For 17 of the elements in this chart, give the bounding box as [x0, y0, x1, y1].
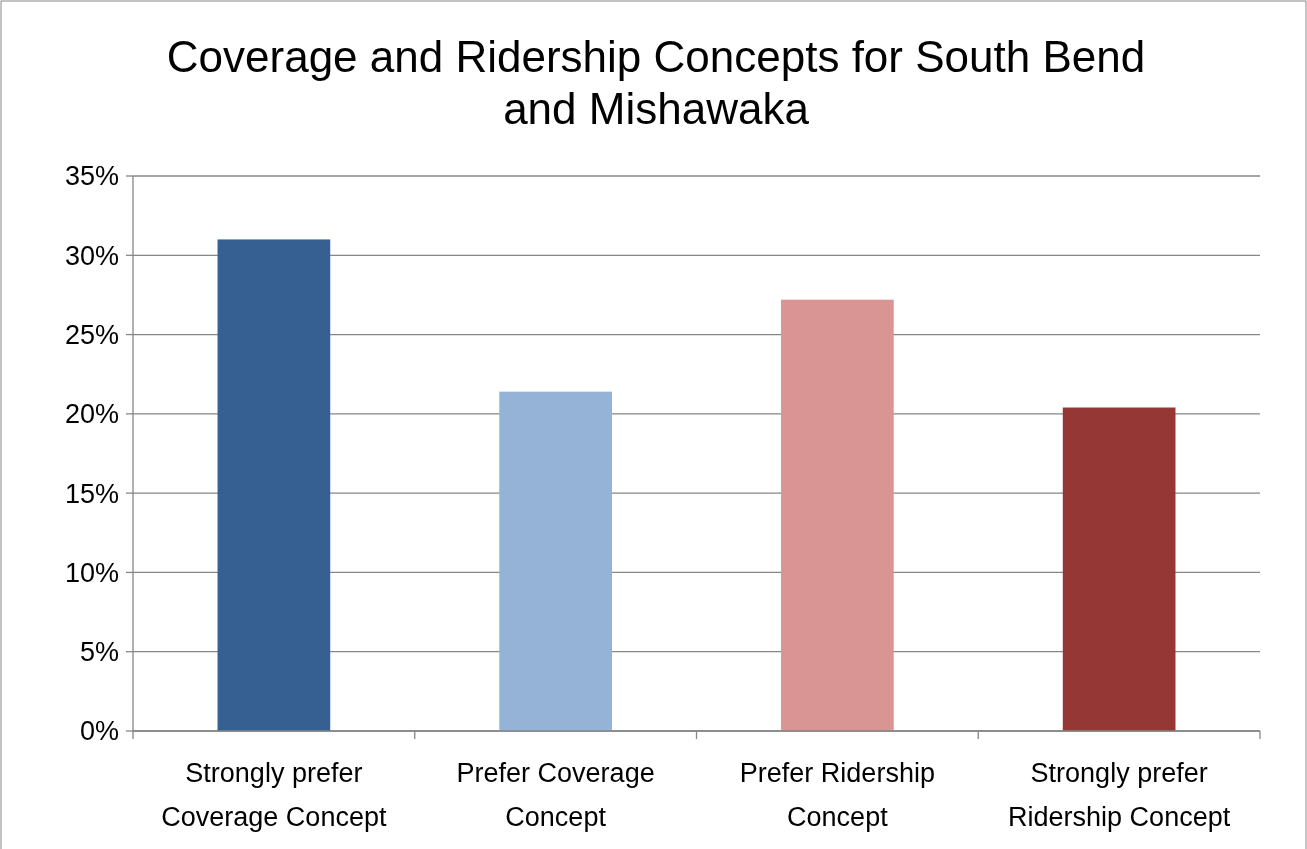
bar	[499, 391, 612, 731]
y-tick-label: 0%	[79, 716, 119, 747]
y-tick-label: 15%	[64, 478, 119, 509]
y-tick-label: 5%	[79, 637, 119, 668]
x-tick-label: Prefer Ridership Concept	[739, 758, 935, 832]
y-tick-label: 35%	[64, 161, 119, 192]
bar	[1062, 407, 1176, 731]
x-tick-label: Strongly prefer Ridership Concept	[1008, 758, 1231, 832]
y-tick-label: 10%	[64, 557, 119, 588]
chart-title: Coverage and Ridership Concepts for South Bend and Mishawaka	[166, 32, 1146, 133]
y-tick-label: 25%	[64, 320, 119, 351]
y-tick-label: 20%	[64, 399, 119, 430]
bar	[781, 299, 894, 731]
y-tick-label: 30%	[64, 240, 119, 271]
bar	[217, 239, 331, 731]
x-tick-label: Prefer Coverage Concept	[456, 758, 655, 832]
x-tick-label: Strongly prefer Coverage Concept	[161, 758, 387, 832]
